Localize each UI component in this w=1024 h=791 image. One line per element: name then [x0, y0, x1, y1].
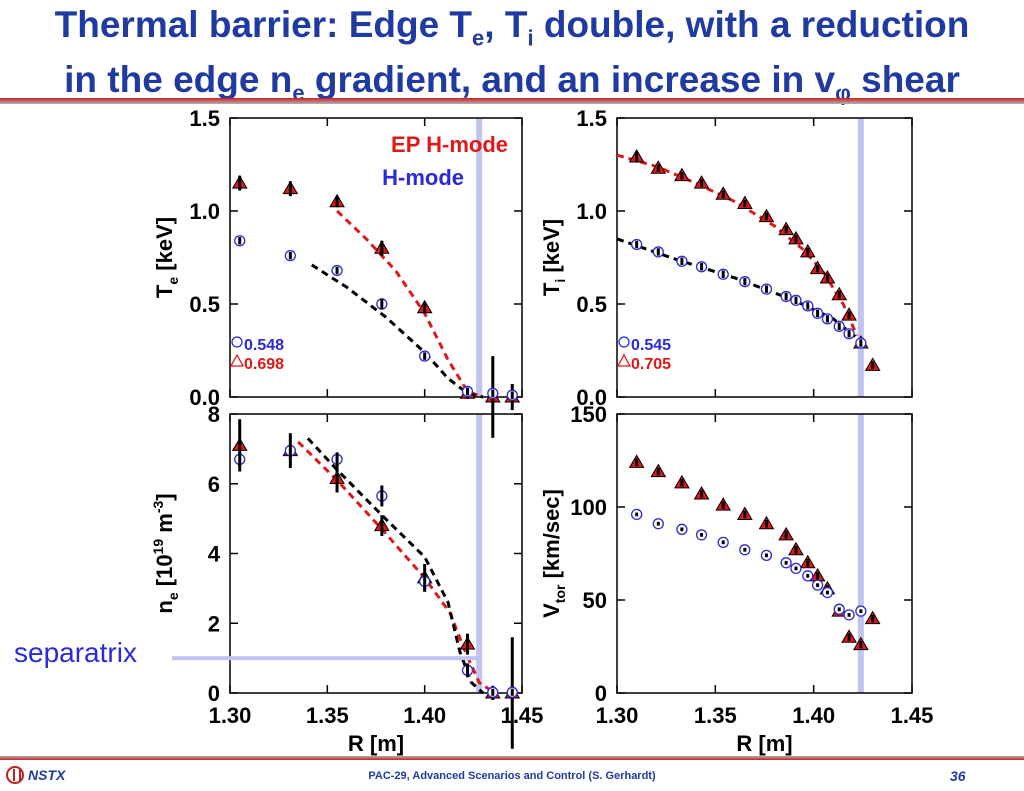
separatrix-line: [857, 414, 864, 693]
label-value: 0.698: [244, 356, 284, 373]
fit-line: [310, 263, 484, 399]
y-tick-label: 6: [208, 472, 220, 497]
y-tick-label: 1.5: [189, 106, 220, 131]
nstx-emblem-icon: [6, 766, 24, 784]
page-number: 36: [950, 768, 966, 784]
y-tick-label: 8: [208, 402, 220, 427]
x-tick-label: 1.45: [501, 703, 544, 728]
y-tick-label: 0.5: [576, 292, 607, 317]
y-tick-label: 0: [208, 681, 220, 706]
nstx-logo-text: NSTX: [28, 767, 66, 783]
y-tick-label: 0: [595, 681, 607, 706]
label-marker-h: [231, 336, 243, 348]
label-marker-ep: [616, 353, 632, 367]
x-tick-label: 1.35: [306, 703, 349, 728]
y-tick-label: 150: [570, 402, 607, 427]
label-value: 0.545: [631, 337, 671, 354]
footer-text: PAC-29, Advanced Scenarios and Control (…: [368, 770, 656, 782]
panel-vtor: 0 50 100 150 1.30 1.35 1.40 1.45 R [m] Vtor [km/s…: [539, 402, 933, 756]
y-tick-label: 0.5: [189, 292, 220, 317]
y-tick-label: 1.0: [189, 199, 220, 224]
legend-hmode: H-mode: [382, 165, 464, 190]
label-marker-h: [618, 336, 630, 348]
plot-frame: [229, 117, 523, 398]
x-tick-label: 1.35: [694, 703, 737, 728]
label-value: 0.705: [631, 356, 671, 373]
footer-divider: [0, 756, 1024, 760]
x-tick-label: 1.30: [209, 703, 252, 728]
x-tick-label: 1.45: [891, 703, 934, 728]
separatrix-label: separatrix: [14, 637, 137, 668]
y-tick-label: 1.0: [576, 199, 607, 224]
separatrix-pointer: [172, 656, 480, 661]
y-tick-label: 0.0: [576, 385, 607, 410]
label-marker-ep: [229, 353, 245, 367]
label-value: 0.548: [244, 337, 284, 354]
fit-line: [297, 440, 496, 695]
x-tick-label: 1.30: [596, 703, 639, 728]
separatrix-line: [476, 118, 483, 397]
fit-line: [616, 153, 859, 337]
fit-line: [616, 237, 862, 343]
nstx-logo: NSTX: [6, 766, 65, 784]
y-tick-label: 50: [583, 588, 607, 613]
panel-te: 0.0 0.5 1.0 1.5 Te [keV] 0.548 0.698 EP H-mode H…: [152, 106, 523, 438]
x-axis-label: R [m]: [348, 731, 404, 756]
y-axis-label: Ti [keV]: [539, 219, 568, 296]
legend-ep-hmode: EP H-mode: [391, 132, 508, 157]
fit-line: [306, 437, 485, 695]
y-tick-label: 2: [208, 611, 220, 636]
title-divider: [0, 98, 1024, 104]
separatrix-line: [857, 118, 864, 397]
fit-line: [336, 209, 484, 399]
y-axis-label: ne [1019 m-3]: [150, 493, 181, 613]
plot-frame: [616, 413, 913, 694]
panel-ti: 0.0 0.5 1.0 1.5 Ti [keV] 0.545 0.705: [539, 106, 913, 410]
y-tick-label: 4: [208, 542, 221, 567]
slide-title: Thermal barrier: Edge Te, Ti double, wit…: [54, 4, 970, 106]
y-tick-label: 0.0: [189, 385, 220, 410]
plot-frame: [616, 117, 913, 398]
panel-ne: 0 2 4 6 8 1.30 1.35 1.40 1.45 R [m] ne [1019 m-3]: [150, 402, 543, 756]
y-tick-label: 100: [570, 495, 607, 520]
x-tick-label: 1.40: [792, 703, 835, 728]
x-tick-label: 1.40: [403, 703, 446, 728]
y-tick-label: 1.5: [576, 106, 607, 131]
y-axis-label: Vtor [km/sec]: [539, 489, 568, 618]
y-axis-label: Te [keV]: [152, 217, 181, 298]
x-axis-label: R [m]: [736, 731, 792, 756]
separatrix-line: [476, 414, 483, 693]
